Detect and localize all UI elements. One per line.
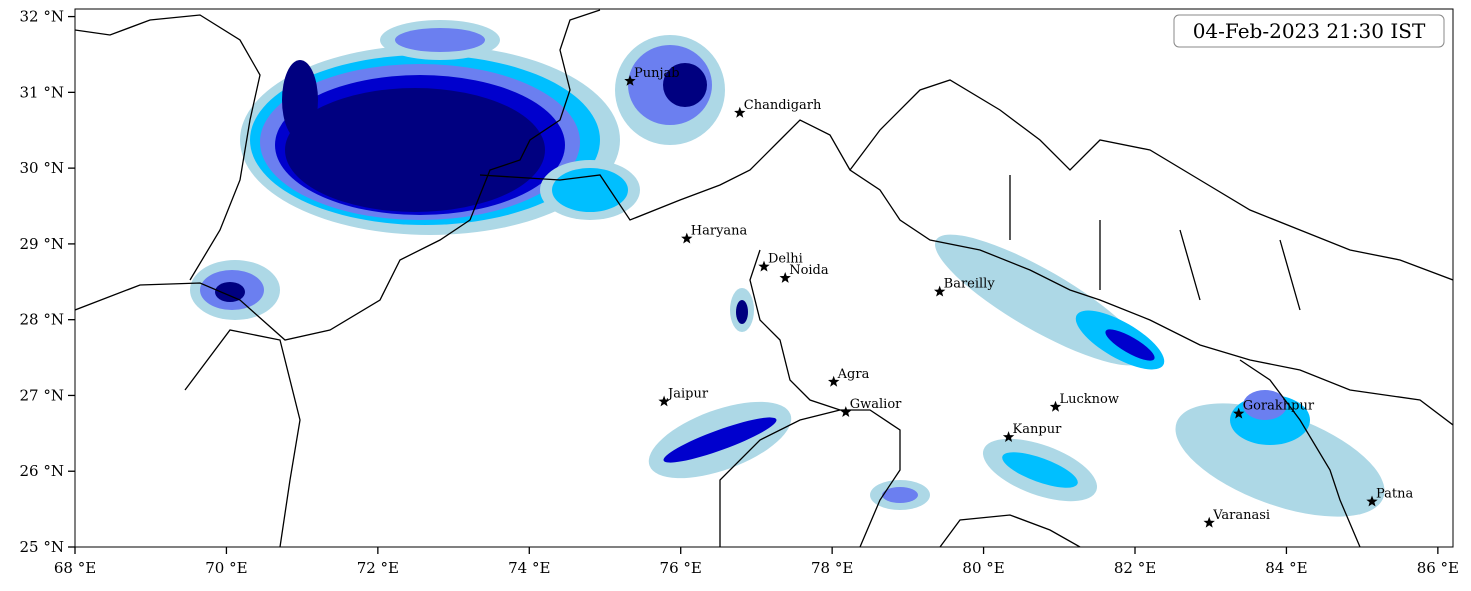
y-tick-label: 30 °N: [20, 159, 64, 177]
city-label: Delhi: [768, 252, 803, 267]
city-label: Noida: [789, 263, 829, 278]
city-label: Gorakhpur: [1243, 399, 1315, 414]
city-marker: [734, 106, 746, 118]
city-label: Gwalior: [850, 397, 902, 412]
x-tick-label: 86 °E: [1417, 559, 1459, 577]
city-marker: [658, 395, 670, 407]
city-marker: [681, 232, 693, 244]
city-marker: [1002, 431, 1015, 442]
timestamp: 04-Feb-2023 21:30 IST: [1193, 19, 1426, 43]
city-marker: [1366, 495, 1378, 507]
x-tick-label: 82 °E: [1114, 559, 1156, 577]
plot-frame: [74, 8, 1454, 548]
y-tick-label: 29 °N: [20, 235, 64, 253]
y-tick-label: 25 °N: [20, 538, 64, 556]
city-label: Lucknow: [1060, 392, 1120, 407]
city-label: Jaipur: [666, 387, 709, 402]
city-marker: [624, 75, 636, 86]
y-tick-label: 31 °N: [20, 83, 64, 101]
city-marker: [779, 272, 791, 283]
x-tick-label: 78 °E: [811, 559, 853, 577]
boundaries: [75, 9, 1453, 547]
city-label: Patna: [1376, 487, 1414, 502]
city-marker: [1049, 400, 1062, 412]
city-label: Haryana: [691, 224, 748, 239]
y-tick-label: 28 °N: [20, 311, 64, 329]
x-tick-label: 80 °E: [962, 559, 1004, 577]
y-tick-label: 27 °N: [20, 386, 64, 404]
city-marker: [1233, 407, 1245, 419]
x-tick-label: 70 °E: [205, 559, 247, 577]
x-tick-label: 68 °E: [54, 559, 96, 577]
x-tick-label: 74 °E: [508, 559, 550, 577]
city-marker: [1203, 516, 1215, 528]
timestamp-box: [1173, 14, 1445, 48]
city-marker: [840, 406, 852, 417]
rain-field: [190, 20, 1385, 517]
city-label: Agra: [837, 367, 870, 382]
city-marker: [934, 285, 946, 297]
y-tick-label: 32 °N: [20, 8, 64, 26]
city-marker: [828, 375, 840, 387]
city-label: Punjab: [634, 66, 680, 81]
x-tick-label: 84 °E: [1265, 559, 1307, 577]
x-tick-label: 76 °E: [660, 559, 702, 577]
city-label: Chandigarh: [744, 98, 822, 113]
city-label: Bareilly: [944, 277, 996, 292]
city-label: Varanasi: [1212, 508, 1270, 523]
city-label: Kanpur: [1013, 422, 1063, 437]
x-tick-label: 72 °E: [357, 559, 399, 577]
city-marker: [758, 260, 770, 272]
y-tick-label: 26 °N: [20, 462, 64, 480]
